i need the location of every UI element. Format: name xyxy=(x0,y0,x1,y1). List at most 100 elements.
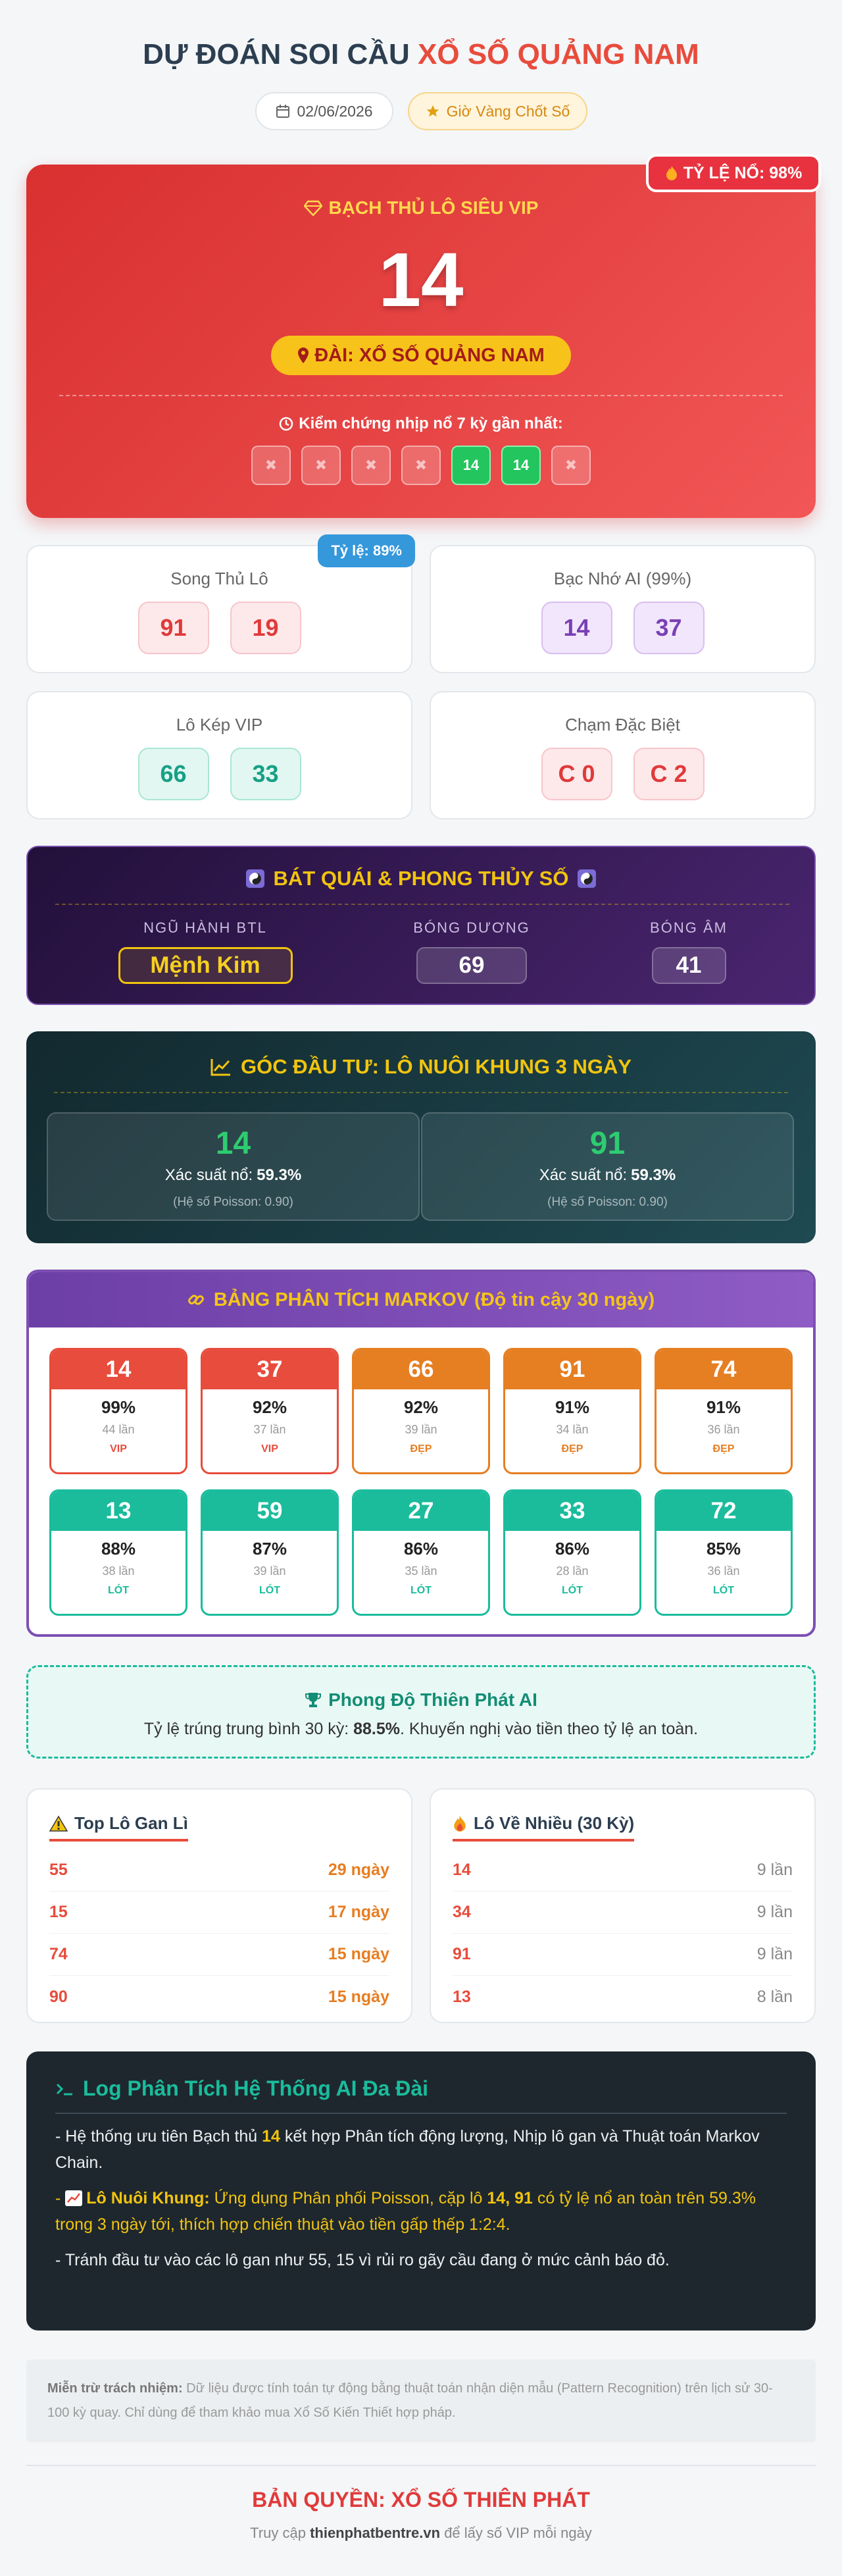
history-row: ✖ ✖ ✖ ✖ 14 14 ✖ xyxy=(26,446,816,485)
markov-number: 27 xyxy=(354,1491,488,1531)
list-number: 34 xyxy=(453,1903,471,1921)
yin-yang-icon xyxy=(578,869,597,888)
disclaimer-text: Dữ liệu được tính toán tự động bằng thuậ… xyxy=(47,2381,773,2420)
markov-title-text: BẢNG PHÂN TÍCH MARKOV (Độ tin cậy 30 ngà… xyxy=(213,1289,655,1310)
markov-cell: 66 92% 39 lần ĐẸP xyxy=(352,1348,490,1474)
text: kết hợp Phân tích động lượng, Nhịp lô ga… xyxy=(55,2127,760,2172)
markov-count: 36 lần xyxy=(707,1423,740,1436)
history-box: ✖ xyxy=(551,446,591,485)
list-rows: 55 29 ngày 15 17 ngày 74 15 ngày 90 15 ngày xyxy=(49,1849,389,2018)
divider xyxy=(59,395,783,396)
trophy-icon xyxy=(305,1693,322,1707)
highlight: Lô Nuôi Khung: xyxy=(86,2189,210,2207)
investment-title: GÓC ĐẦU TƯ: LÔ NUÔI KHUNG 3 NGÀY xyxy=(26,1055,816,1079)
markov-count: 44 lần xyxy=(102,1423,135,1436)
rate: 88.5% xyxy=(353,1720,400,1738)
list-title-text: Lô Về Nhiều (30 Kỳ) xyxy=(474,1813,635,1833)
highlight: 14 xyxy=(262,2127,280,2146)
vip-number: 14 xyxy=(378,237,464,322)
title-main: DỰ ĐOÁN SOI CẦU xyxy=(143,38,410,70)
list-number: 14 xyxy=(453,1861,471,1879)
markov-cell: 33 86% 28 lần LÓT xyxy=(503,1489,641,1616)
site-link[interactable]: thienphatbentre.vn xyxy=(310,2525,441,2541)
list-row: 14 9 lần xyxy=(453,1849,793,1892)
text: để lấy số VIP mỗi ngày xyxy=(440,2525,592,2541)
markov-count: 38 lần xyxy=(102,1564,135,1578)
chip-row: 66 33 xyxy=(28,748,411,800)
bq-value: Mệnh Kim xyxy=(118,947,293,984)
bq-label: BÓNG ÂM xyxy=(650,919,728,936)
markov-number: 91 xyxy=(505,1350,639,1389)
copyright: BẢN QUYỀN: XỔ SỐ THIÊN PHÁT xyxy=(252,2488,590,2512)
fire-icon xyxy=(666,166,677,180)
text: - Hệ thống ưu tiên Bạch thủ xyxy=(55,2127,262,2146)
number-chip: C 0 xyxy=(541,748,612,800)
number-chip: 14 xyxy=(541,602,612,654)
date: 02/06/2026 xyxy=(297,102,373,120)
markov-tag: LÓT xyxy=(713,1585,734,1596)
markov-panel: BẢNG PHÂN TÍCH MARKOV (Độ tin cậy 30 ngà… xyxy=(26,1270,816,1637)
number-card: Lô Kép VIP 66 33 xyxy=(26,691,412,819)
card-title: Bạc Nhớ AI (99%) xyxy=(553,569,692,588)
bq-value: 69 xyxy=(416,947,527,984)
history-box: ✖ xyxy=(401,446,441,485)
text: Truy cập xyxy=(250,2525,310,2541)
markov-tag: LÓT xyxy=(259,1585,280,1596)
station-text: ĐÀI: XỔ SỐ QUẢNG NAM xyxy=(314,344,545,366)
log-panel: Log Phân Tích Hệ Thống AI Đa Đài - Hệ th… xyxy=(26,2051,816,2331)
number-chip: C 2 xyxy=(633,748,705,800)
list-row: 34 9 lần xyxy=(453,1892,793,1934)
poisson: (Hệ số Poisson: 0.90) xyxy=(173,1195,293,1209)
bq-label: NGŨ HÀNH BTL xyxy=(143,919,267,936)
prob-label: Xác suất nổ: xyxy=(164,1166,253,1184)
markov-percent: 92% xyxy=(252,1397,287,1417)
performance-panel: Phong Độ Thiên Phát AI Tỷ lệ trúng trung… xyxy=(26,1665,816,1759)
text: - Tránh đầu tư vào các lô gan như 55, 15… xyxy=(55,2251,670,2269)
diamond-icon xyxy=(303,200,322,216)
list-row: 91 9 lần xyxy=(453,1934,793,1976)
fire-icon xyxy=(454,1815,466,1832)
vip-card: BẠCH THỦ LÔ SIÊU VIP 14 ĐÀI: XỔ SỐ QUẢNG… xyxy=(26,165,816,518)
number-chip: 19 xyxy=(230,602,301,654)
poisson: (Hệ số Poisson: 0.90) xyxy=(547,1195,668,1209)
bat-quai-panel: BÁT QUÁI & PHONG THỦY SỐ NGŨ HÀNH BTL Mện… xyxy=(26,846,816,1005)
vip-label-text: BẠCH THỦ LÔ SIÊU VIP xyxy=(328,197,539,218)
markov-cell: 27 86% 35 lần LÓT xyxy=(352,1489,490,1616)
markov-count: 36 lần xyxy=(707,1564,740,1578)
markov-percent: 86% xyxy=(403,1539,439,1558)
markov-percent: 92% xyxy=(403,1397,439,1417)
star-icon xyxy=(426,105,439,117)
markov-tag: ĐẸP xyxy=(712,1443,735,1455)
markov-number: 14 xyxy=(51,1350,186,1389)
footer-divider xyxy=(26,2465,816,2466)
pin-icon xyxy=(298,348,309,363)
divider xyxy=(54,1092,788,1093)
investment-panel: GÓC ĐẦU TƯ: LÔ NUÔI KHUNG 3 NGÀY 14 Xác … xyxy=(26,1031,816,1243)
markov-tag: VIP xyxy=(110,1443,127,1455)
list-value: 29 ngày xyxy=(328,1861,389,1879)
markov-cell: 74 91% 36 lần ĐẸP xyxy=(655,1348,793,1474)
performance-title-text: Phong Độ Thiên Phát AI xyxy=(328,1689,537,1710)
number-chip: 37 xyxy=(633,602,705,654)
performance-text: Tỷ lệ trúng trung bình 30 kỳ: 88.5%. Khu… xyxy=(28,1720,814,1739)
pick-prob: Xác suất nổ: 59.3% xyxy=(48,1166,418,1185)
bq-item: NGŨ HÀNH BTL Mệnh Kim xyxy=(97,919,314,984)
markov-tag: VIP xyxy=(261,1443,278,1455)
log-line: - Hệ thống ưu tiên Bạch thủ 14 kết hợp P… xyxy=(55,2123,787,2176)
link-icon xyxy=(187,1295,204,1305)
visit-line: Truy cập thienphatbentre.vn để lấy số VI… xyxy=(0,2525,842,2542)
markov-count: 34 lần xyxy=(556,1423,589,1436)
markov-percent: 86% xyxy=(555,1539,590,1558)
page-title: DỰ ĐOÁN SOI CẦU XỔ SỐ QUẢNG NAM xyxy=(0,36,842,73)
list-card: Lô Về Nhiều (30 Kỳ) 14 9 lần 34 9 lần 91 9 lần… xyxy=(430,1788,816,2023)
history-box: 14 xyxy=(451,446,491,485)
card-title: Chạm Đặc Biệt xyxy=(565,715,680,734)
history-box: ✖ xyxy=(251,446,291,485)
list-rows: 14 9 lần 34 9 lần 91 9 lần 13 8 lần xyxy=(453,1849,793,2018)
chart-icon xyxy=(65,2190,83,2206)
pick-box: 91 Xác suất nổ: 59.3% (Hệ số Poisson: 0.9… xyxy=(421,1112,794,1221)
bat-quai-title: BÁT QUÁI & PHONG THỦY SỐ xyxy=(28,867,814,890)
divider xyxy=(55,904,789,905)
markov-number: 13 xyxy=(51,1491,186,1531)
markov-tag: LÓT xyxy=(108,1585,129,1596)
